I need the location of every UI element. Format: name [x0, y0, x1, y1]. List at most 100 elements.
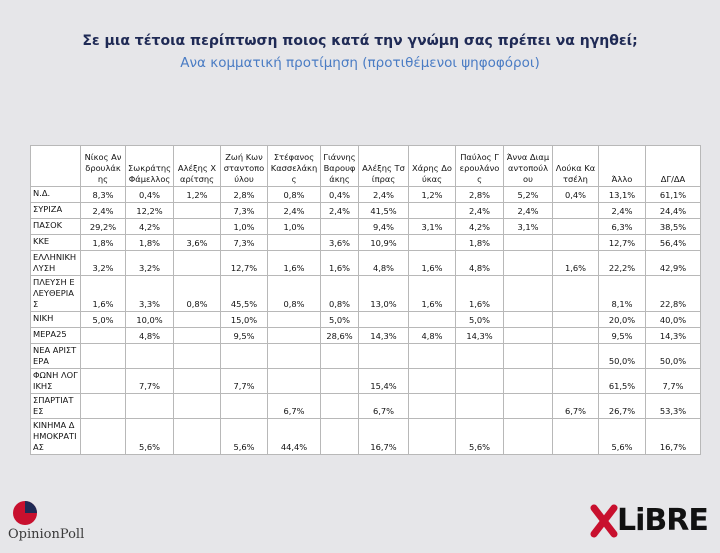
table-row: ΜΕΡΑ25 4,8% 9,5% 28,6% 14,3% 4,8% 14,3% 9,5% 14,…	[30, 327, 701, 344]
value-cell: 26,7%	[598, 393, 646, 419]
value-cell: 0,8%	[320, 275, 359, 312]
empty-cell	[80, 368, 126, 394]
value-cell: 14,3%	[358, 327, 409, 344]
empty-cell	[358, 343, 409, 369]
value-cell: 14,3%	[645, 327, 701, 344]
value-cell: 1,8%	[455, 234, 504, 251]
table-body: Ν.Δ. 8,3% 0,4% 1,2% 2,8% 0,8% 0,4% 2,4% 1,2% 2,8%…	[30, 186, 701, 455]
party-cell: ΝΕΑ ΑΡΙΣΤΕΡΑ	[30, 343, 81, 369]
left-logo: OpinionPoll	[8, 527, 85, 542]
right-logo: LiBRE	[617, 503, 709, 538]
title: Σε μια τέτοια περίπτωση ποιος κατά την γ…	[82, 33, 638, 49]
value-cell: 22,8%	[645, 275, 701, 312]
value-cell: 16,7%	[645, 418, 701, 455]
column-header: Γιάννης Βαρουφάκης	[320, 145, 359, 187]
party-cell: ΝΙΚΗ	[30, 311, 81, 328]
column-header: Παύλος Γερουλάνος	[455, 145, 504, 187]
empty-cell	[320, 368, 359, 394]
value-cell: 1,8%	[125, 234, 174, 251]
empty-cell	[220, 393, 268, 419]
empty-cell	[320, 218, 359, 235]
empty-cell	[408, 418, 456, 455]
empty-cell	[503, 275, 553, 312]
empty-cell	[408, 368, 456, 394]
corner-cell	[30, 145, 81, 187]
value-cell: 2,4%	[80, 202, 126, 219]
value-cell: 1,0%	[220, 218, 268, 235]
column-header: Ζωή Κωνσταντοπούλου	[220, 145, 268, 187]
party-cell: ΜΕΡΑ25	[30, 327, 81, 344]
value-cell: 2,4%	[455, 202, 504, 219]
value-cell: 61,1%	[645, 186, 701, 203]
party-cell: ΕΛΛΗΝΙΚΗ ΛΥΣΗ	[30, 250, 81, 276]
empty-cell	[267, 368, 321, 394]
header-row: Νίκος Ανδρουλάκης Σωκράτης Φάμελλος Αλέξης…	[30, 145, 701, 187]
value-cell: 1,6%	[408, 275, 456, 312]
value-cell: 1,6%	[267, 250, 321, 276]
column-header: ΔΓ/ΔΑ	[645, 145, 701, 187]
value-cell: 56,4%	[645, 234, 701, 251]
value-cell: 1,2%	[408, 186, 456, 203]
party-cell: ΚΙΝΗΜΑ ΔΗΜΟΚΡΑΤΙΑΣ	[30, 418, 81, 455]
value-cell: 13,1%	[598, 186, 646, 203]
value-cell: 2,4%	[598, 202, 646, 219]
empty-cell	[173, 393, 221, 419]
column-header: Αλέξης Τσίπρας	[358, 145, 409, 187]
value-cell: 4,8%	[125, 327, 174, 344]
empty-cell	[552, 418, 599, 455]
value-cell: 1,2%	[173, 186, 221, 203]
empty-cell	[173, 368, 221, 394]
value-cell: 50,0%	[598, 343, 646, 369]
column-header: Άλλο	[598, 145, 646, 187]
empty-cell	[408, 393, 456, 419]
empty-cell	[125, 393, 174, 419]
value-cell: 12,2%	[125, 202, 174, 219]
value-cell: 44,4%	[267, 418, 321, 455]
value-cell: 4,8%	[455, 250, 504, 276]
value-cell: 4,8%	[408, 327, 456, 344]
value-cell: 2,4%	[358, 186, 409, 203]
party-cell: ΠΛΕΥΣΗ ΕΛΕΥΘΕΡΙΑΣ	[30, 275, 81, 312]
empty-cell	[408, 202, 456, 219]
empty-cell	[503, 368, 553, 394]
value-cell: 45,5%	[220, 275, 268, 312]
value-cell: 29,2%	[80, 218, 126, 235]
value-cell: 5,2%	[503, 186, 553, 203]
value-cell: 61,5%	[598, 368, 646, 394]
party-cell: ΦΩΝΗ ΛΟΓΙΚΗΣ	[30, 368, 81, 394]
value-cell: 12,7%	[598, 234, 646, 251]
table-row: ΝΕΑ ΑΡΙΣΤΕΡΑ 50,0% 50,0%	[30, 343, 701, 369]
value-cell: 7,3%	[220, 234, 268, 251]
party-cell: ΣΥΡΙΖΑ	[30, 202, 81, 219]
empty-cell	[173, 343, 221, 369]
table-row: Ν.Δ. 8,3% 0,4% 1,2% 2,8% 0,8% 0,4% 2,4% 1,2% 2,8%…	[30, 186, 701, 203]
column-header: Αλέξης Χαρίτσης	[173, 145, 221, 187]
empty-cell	[320, 418, 359, 455]
value-cell: 0,4%	[552, 186, 599, 203]
empty-cell	[408, 234, 456, 251]
empty-cell	[80, 418, 126, 455]
value-cell: 7,7%	[645, 368, 701, 394]
table-row: ΕΛΛΗΝΙΚΗ ΛΥΣΗ 3,2% 3,2% 12,7% 1,6% 1,6% 4,8% 1,…	[30, 250, 701, 276]
empty-cell	[80, 393, 126, 419]
value-cell: 5,6%	[598, 418, 646, 455]
column-header: Άννα Διαμαντοπούλου	[503, 145, 553, 187]
column-header: Στέφανος Κασσελάκης	[267, 145, 321, 187]
empty-cell	[220, 343, 268, 369]
empty-cell	[320, 343, 359, 369]
value-cell: 12,7%	[220, 250, 268, 276]
empty-cell	[173, 311, 221, 328]
results-table: Νίκος Ανδρουλάκης Σωκράτης Φάμελλος Αλέξης…	[30, 145, 701, 455]
value-cell: 8,3%	[80, 186, 126, 203]
value-cell: 40,0%	[645, 311, 701, 328]
column-header: Χάρης Δούκας	[408, 145, 456, 187]
value-cell: 42,9%	[645, 250, 701, 276]
table-row: ΣΥΡΙΖΑ 2,4% 12,2% 7,3% 2,4% 2,4% 41,5% 2,4% 2,4%…	[30, 202, 701, 219]
value-cell: 24,4%	[645, 202, 701, 219]
empty-cell	[267, 343, 321, 369]
empty-cell	[173, 218, 221, 235]
value-cell: 15,4%	[358, 368, 409, 394]
empty-cell	[320, 393, 359, 419]
value-cell: 9,5%	[220, 327, 268, 344]
